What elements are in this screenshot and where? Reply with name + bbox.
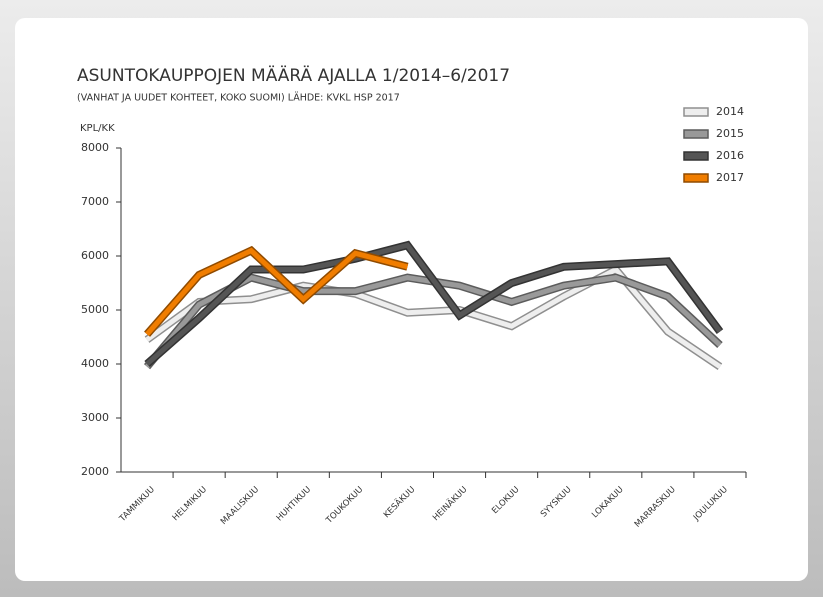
y-axis-label: KPL/KK xyxy=(80,123,115,134)
legend-swatch xyxy=(683,107,709,117)
legend-label: 2014 xyxy=(716,105,744,118)
y-tick-label: 5000 xyxy=(81,303,109,316)
y-tick-label: 4000 xyxy=(81,357,109,370)
legend-label: 2015 xyxy=(716,127,744,140)
legend-swatch xyxy=(683,129,709,139)
legend-label: 2017 xyxy=(716,171,744,184)
chart-title: ASUNTOKAUPPOJEN MÄÄRÄ AJALLA 1/2014–6/20… xyxy=(77,65,510,86)
y-tick-label: 6000 xyxy=(81,249,109,262)
card xyxy=(15,18,808,581)
legend-label: 2016 xyxy=(716,149,744,162)
y-tick-label: 8000 xyxy=(81,141,109,154)
y-tick-label: 2000 xyxy=(81,465,109,478)
series-line xyxy=(145,247,409,336)
y-tick-label: 3000 xyxy=(81,411,109,424)
legend-swatch xyxy=(683,151,709,161)
series-line xyxy=(145,242,722,366)
y-tick-label: 7000 xyxy=(81,195,109,208)
chart-subtitle: (VANHAT JA UUDET KOHTEET, KOKO SUOMI) LÄ… xyxy=(77,93,400,104)
legend-swatch xyxy=(683,173,709,183)
